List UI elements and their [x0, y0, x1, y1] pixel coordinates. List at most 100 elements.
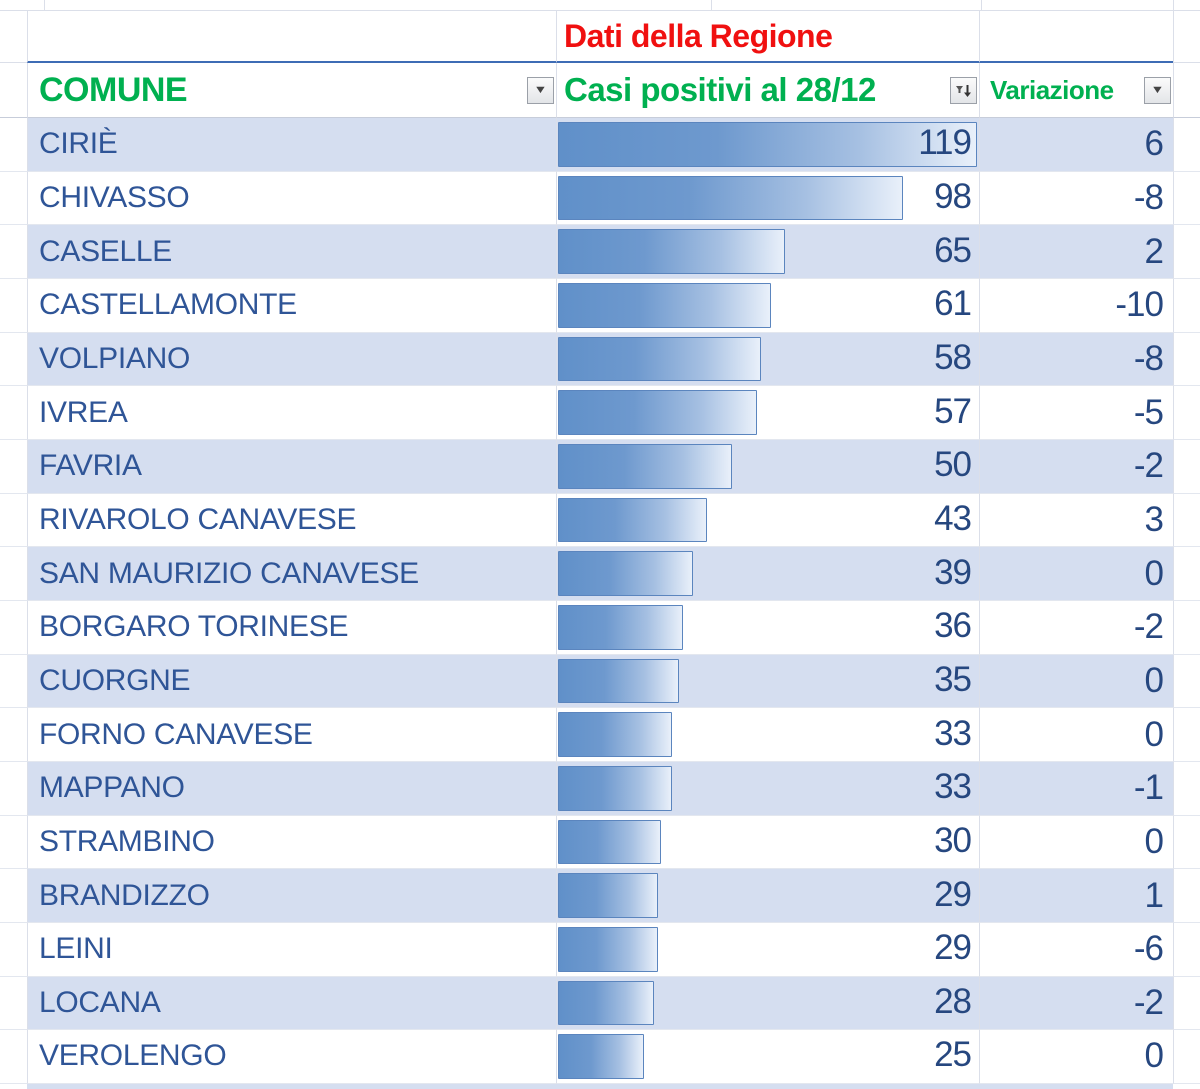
variazione-cell[interactable]: -5 [979, 386, 1173, 440]
row-gutter-right [1173, 225, 1200, 279]
comune-cell[interactable]: BRANDIZZO [27, 869, 556, 923]
variazione-cell[interactable]: 3 [979, 493, 1173, 548]
comune-cell[interactable]: STRAMBINO [27, 815, 556, 870]
comune-cell[interactable]: VOLPIANO [27, 332, 556, 387]
variazione-cell[interactable]: 0 [979, 708, 1173, 762]
data-bar [558, 497, 708, 543]
comune-cell[interactable]: LOCANA [27, 976, 556, 1031]
header-cell-casi[interactable]: Casi positivi al 28/12 [556, 63, 979, 118]
comune-cell[interactable]: BORGARO TORINESE [27, 600, 556, 655]
table-row: IVREA 57 -5 [0, 386, 1200, 440]
comune-name: VOLPIANO [39, 341, 190, 375]
row-gutter [0, 654, 27, 709]
row-gutter [0, 1030, 27, 1084]
comune-cell[interactable]: RIVAROLO CANAVESE [27, 493, 556, 548]
comune-cell[interactable]: FORNO CANAVESE [27, 708, 556, 762]
casi-cell[interactable]: 28 [556, 976, 979, 1031]
table-body: CIRIÈ 119 6 CHIVASSO 98 -8 [0, 118, 1200, 1084]
comune-filter-button[interactable]: ▼ [527, 76, 554, 104]
variazione-cell[interactable]: 0 [979, 815, 1173, 870]
comune-cell[interactable]: IVREA [27, 386, 556, 440]
casi-cell[interactable]: 30 [556, 815, 979, 870]
comune-cell[interactable]: CUORGNE [27, 654, 556, 709]
casi-cell[interactable]: 39 [556, 547, 979, 601]
casi-cell[interactable]: 58 [556, 332, 979, 387]
casi-sort-filter-button[interactable] [950, 76, 977, 104]
casi-value: 35 [934, 660, 972, 700]
casi-cell[interactable]: 50 [556, 439, 979, 494]
variazione-cell[interactable]: 0 [979, 547, 1173, 601]
comune-cell[interactable]: LEINI [27, 922, 556, 977]
row-gutter-right [1173, 600, 1200, 655]
gridline [711, 0, 712, 10]
casi-cell[interactable]: 33 [556, 708, 979, 762]
row-gutter [0, 547, 27, 601]
variazione-cell[interactable]: 0 [979, 1030, 1173, 1084]
variazione-filter-button[interactable]: ▼ [1144, 76, 1171, 104]
variazione-cell[interactable]: -10 [979, 278, 1173, 333]
gridline [1173, 0, 1174, 10]
casi-value: 28 [934, 982, 972, 1022]
row-gutter [0, 815, 27, 870]
top-partial-row [0, 0, 1200, 11]
casi-cell[interactable]: 43 [556, 493, 979, 548]
row-gutter-right [1173, 708, 1200, 762]
casi-header-label: Casi positivi al 28/12 [564, 71, 876, 108]
row-gutter [0, 278, 27, 333]
comune-cell[interactable]: CASTELLAMONTE [27, 278, 556, 333]
casi-cell-content: 28 [557, 977, 979, 1030]
variazione-cell[interactable]: -2 [979, 439, 1173, 494]
comune-cell[interactable]: FAVRIA [27, 439, 556, 494]
variazione-value: -2 [1133, 607, 1164, 647]
region-title-cell[interactable]: Dati della Regione [556, 11, 979, 63]
variazione-cell[interactable]: -6 [979, 922, 1173, 977]
casi-cell[interactable]: 119 [556, 118, 979, 172]
casi-cell[interactable]: 65 [556, 225, 979, 279]
variazione-cell[interactable]: -8 [979, 171, 1173, 226]
variazione-cell[interactable]: -2 [979, 976, 1173, 1031]
comune-cell[interactable]: CHIVASSO [27, 171, 556, 226]
casi-cell[interactable]: 29 [556, 922, 979, 977]
table-row: FAVRIA 50 -2 [0, 439, 1200, 494]
variazione-cell[interactable]: 0 [979, 654, 1173, 709]
casi-cell[interactable]: 35 [556, 654, 979, 709]
variazione-cell[interactable]: 6 [979, 118, 1173, 172]
empty-cell[interactable] [979, 11, 1173, 63]
casi-cell[interactable]: 29 [556, 869, 979, 923]
variazione-cell[interactable]: 2 [979, 225, 1173, 279]
comune-cell[interactable]: CIRIÈ [27, 118, 556, 172]
comune-cell[interactable]: MAPPANO [27, 761, 556, 816]
variazione-cell[interactable]: -2 [979, 600, 1173, 655]
casi-cell[interactable]: 57 [556, 386, 979, 440]
variazione-value: 1 [1144, 875, 1164, 915]
casi-value: 119 [918, 123, 972, 163]
empty-cell[interactable] [27, 11, 556, 63]
variazione-value: 6 [1144, 124, 1164, 164]
data-bar [558, 282, 772, 328]
table-row: CASTELLAMONTE 61 -10 [0, 278, 1200, 333]
casi-cell[interactable]: 61 [556, 278, 979, 333]
header-cell-comune[interactable]: COMUNE ▼ [27, 63, 556, 118]
comune-cell[interactable]: CASELLE [27, 225, 556, 279]
casi-cell[interactable]: 33 [556, 761, 979, 816]
casi-cell[interactable]: 98 [556, 171, 979, 226]
row-gutter [0, 63, 27, 118]
variazione-cell[interactable]: -8 [979, 332, 1173, 387]
casi-cell[interactable]: 36 [556, 600, 979, 655]
variazione-header-label: Variazione [990, 74, 1114, 105]
casi-value: 58 [934, 338, 972, 378]
variazione-cell[interactable]: 1 [979, 869, 1173, 923]
comune-cell[interactable]: VEROLENGO [27, 1030, 556, 1084]
data-bar [558, 980, 655, 1026]
comune-cell[interactable]: SAN MAURIZIO CANAVESE [27, 547, 556, 601]
table-row: LEINI 29 -6 [0, 922, 1200, 977]
table-row: LOCANA 28 -2 [0, 976, 1200, 1031]
variazione-value: -1 [1133, 768, 1164, 808]
row-gutter-right [1173, 278, 1200, 333]
header-cell-variazione[interactable]: Variazione ▼ [979, 63, 1173, 118]
filter-dropdown-icon: ▼ [533, 83, 548, 96]
variazione-cell[interactable]: -1 [979, 761, 1173, 816]
variazione-value: -8 [1133, 177, 1164, 217]
casi-cell[interactable]: 25 [556, 1030, 979, 1084]
